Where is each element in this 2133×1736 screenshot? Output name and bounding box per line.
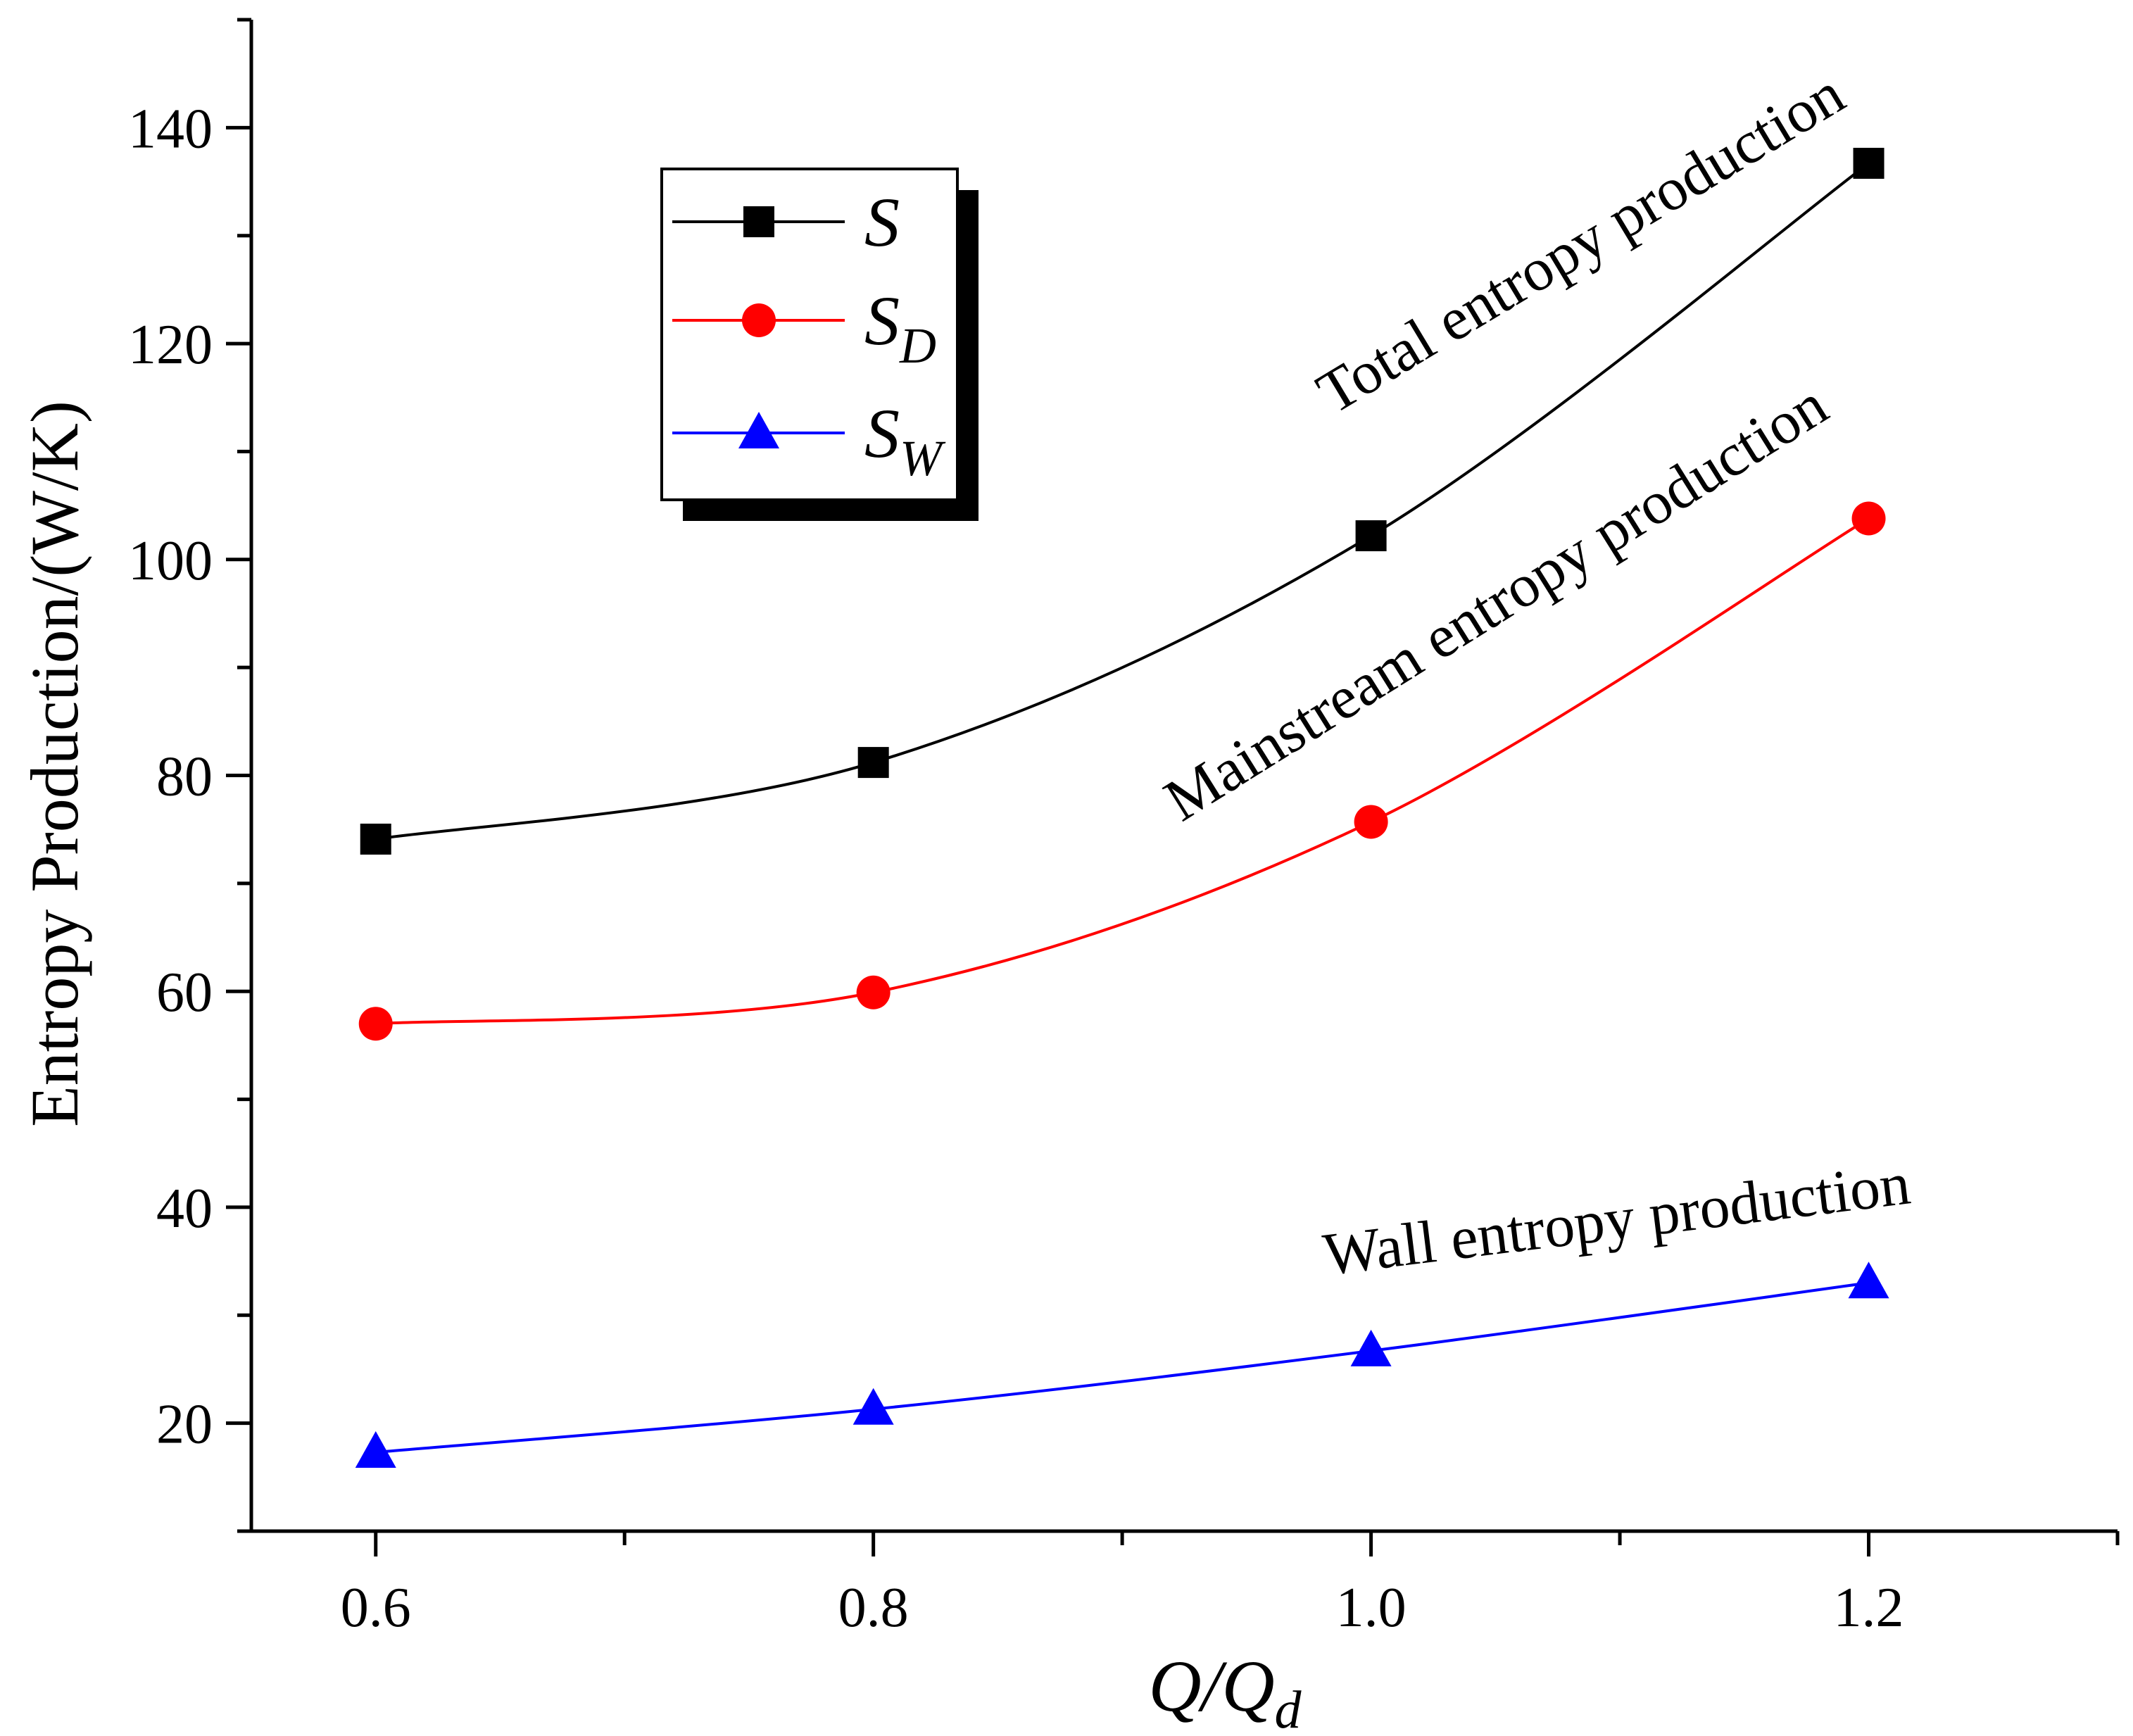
series-s (360, 147, 1885, 855)
series-s-w-point (1848, 1262, 1889, 1299)
series-s-w-point (355, 1431, 396, 1468)
annotation-wall-entropy: Wall entropy production (1319, 1149, 1913, 1288)
y-axis-label: Entropy Production/(W/K) (17, 401, 92, 1127)
series-s-w-point (852, 1388, 894, 1425)
x-tick-label: 0.8 (838, 1577, 909, 1639)
legend-entry: SD (672, 282, 936, 374)
y-tick-label: 100 (128, 530, 213, 592)
legend-label: SW (864, 394, 946, 486)
series-s-d-point (1354, 805, 1388, 839)
x-axis-label-main: Q/Q (1148, 1646, 1274, 1727)
y-tick-label: 80 (156, 746, 213, 808)
legend-marker (743, 206, 774, 237)
legend-label: SD (864, 282, 936, 374)
series-s-d-point (358, 1007, 393, 1041)
legend-entry: SW (672, 394, 946, 486)
series-s-point (360, 823, 391, 855)
legend-label: S (864, 183, 900, 261)
legend-label-main: S (864, 282, 900, 360)
legend-label-sub: D (899, 317, 936, 374)
y-tick-label: 120 (128, 314, 213, 376)
x-axis-label-sub: d (1275, 1680, 1302, 1736)
y-tick-label: 40 (156, 1178, 213, 1240)
x-axis-label: Q/Qd (1148, 1646, 1302, 1736)
series-s-w-line (375, 1281, 1869, 1454)
legend-entry: S (672, 183, 900, 261)
annotation-total-entropy: Total entropy production (1305, 59, 1855, 427)
y-tick-label: 20 (156, 1394, 213, 1456)
series-s-d-line (375, 517, 1870, 1026)
y-tick-label: 140 (128, 98, 213, 160)
x-tick-label: 1.0 (1336, 1577, 1407, 1639)
axes-layer: 20 40 60 80 100 120 140 0.6 0.8 1.0 1.2 (128, 18, 2120, 1639)
x-tick-label: 0.6 (341, 1577, 411, 1639)
legend-marker (742, 303, 776, 337)
y-tick-label: 60 (156, 962, 213, 1024)
series-layer (355, 147, 1889, 1468)
series-s-point (1853, 147, 1885, 179)
series-s-d-point (1851, 501, 1886, 536)
series-s-d-point (856, 975, 891, 1009)
series-s-line (375, 162, 1870, 841)
legend-box (660, 168, 959, 501)
legend-label-sub: W (900, 430, 946, 486)
legend-label-main: S (864, 394, 900, 472)
series-s-point (1355, 520, 1387, 552)
legend-label-main: S (864, 183, 900, 261)
series-s-w-point (1350, 1329, 1392, 1366)
series-s-d (358, 501, 1886, 1041)
series-s-point (857, 747, 889, 779)
series-s-w (355, 1262, 1889, 1468)
x-tick-label: 1.2 (1834, 1577, 1904, 1639)
legend-marker (738, 412, 779, 448)
